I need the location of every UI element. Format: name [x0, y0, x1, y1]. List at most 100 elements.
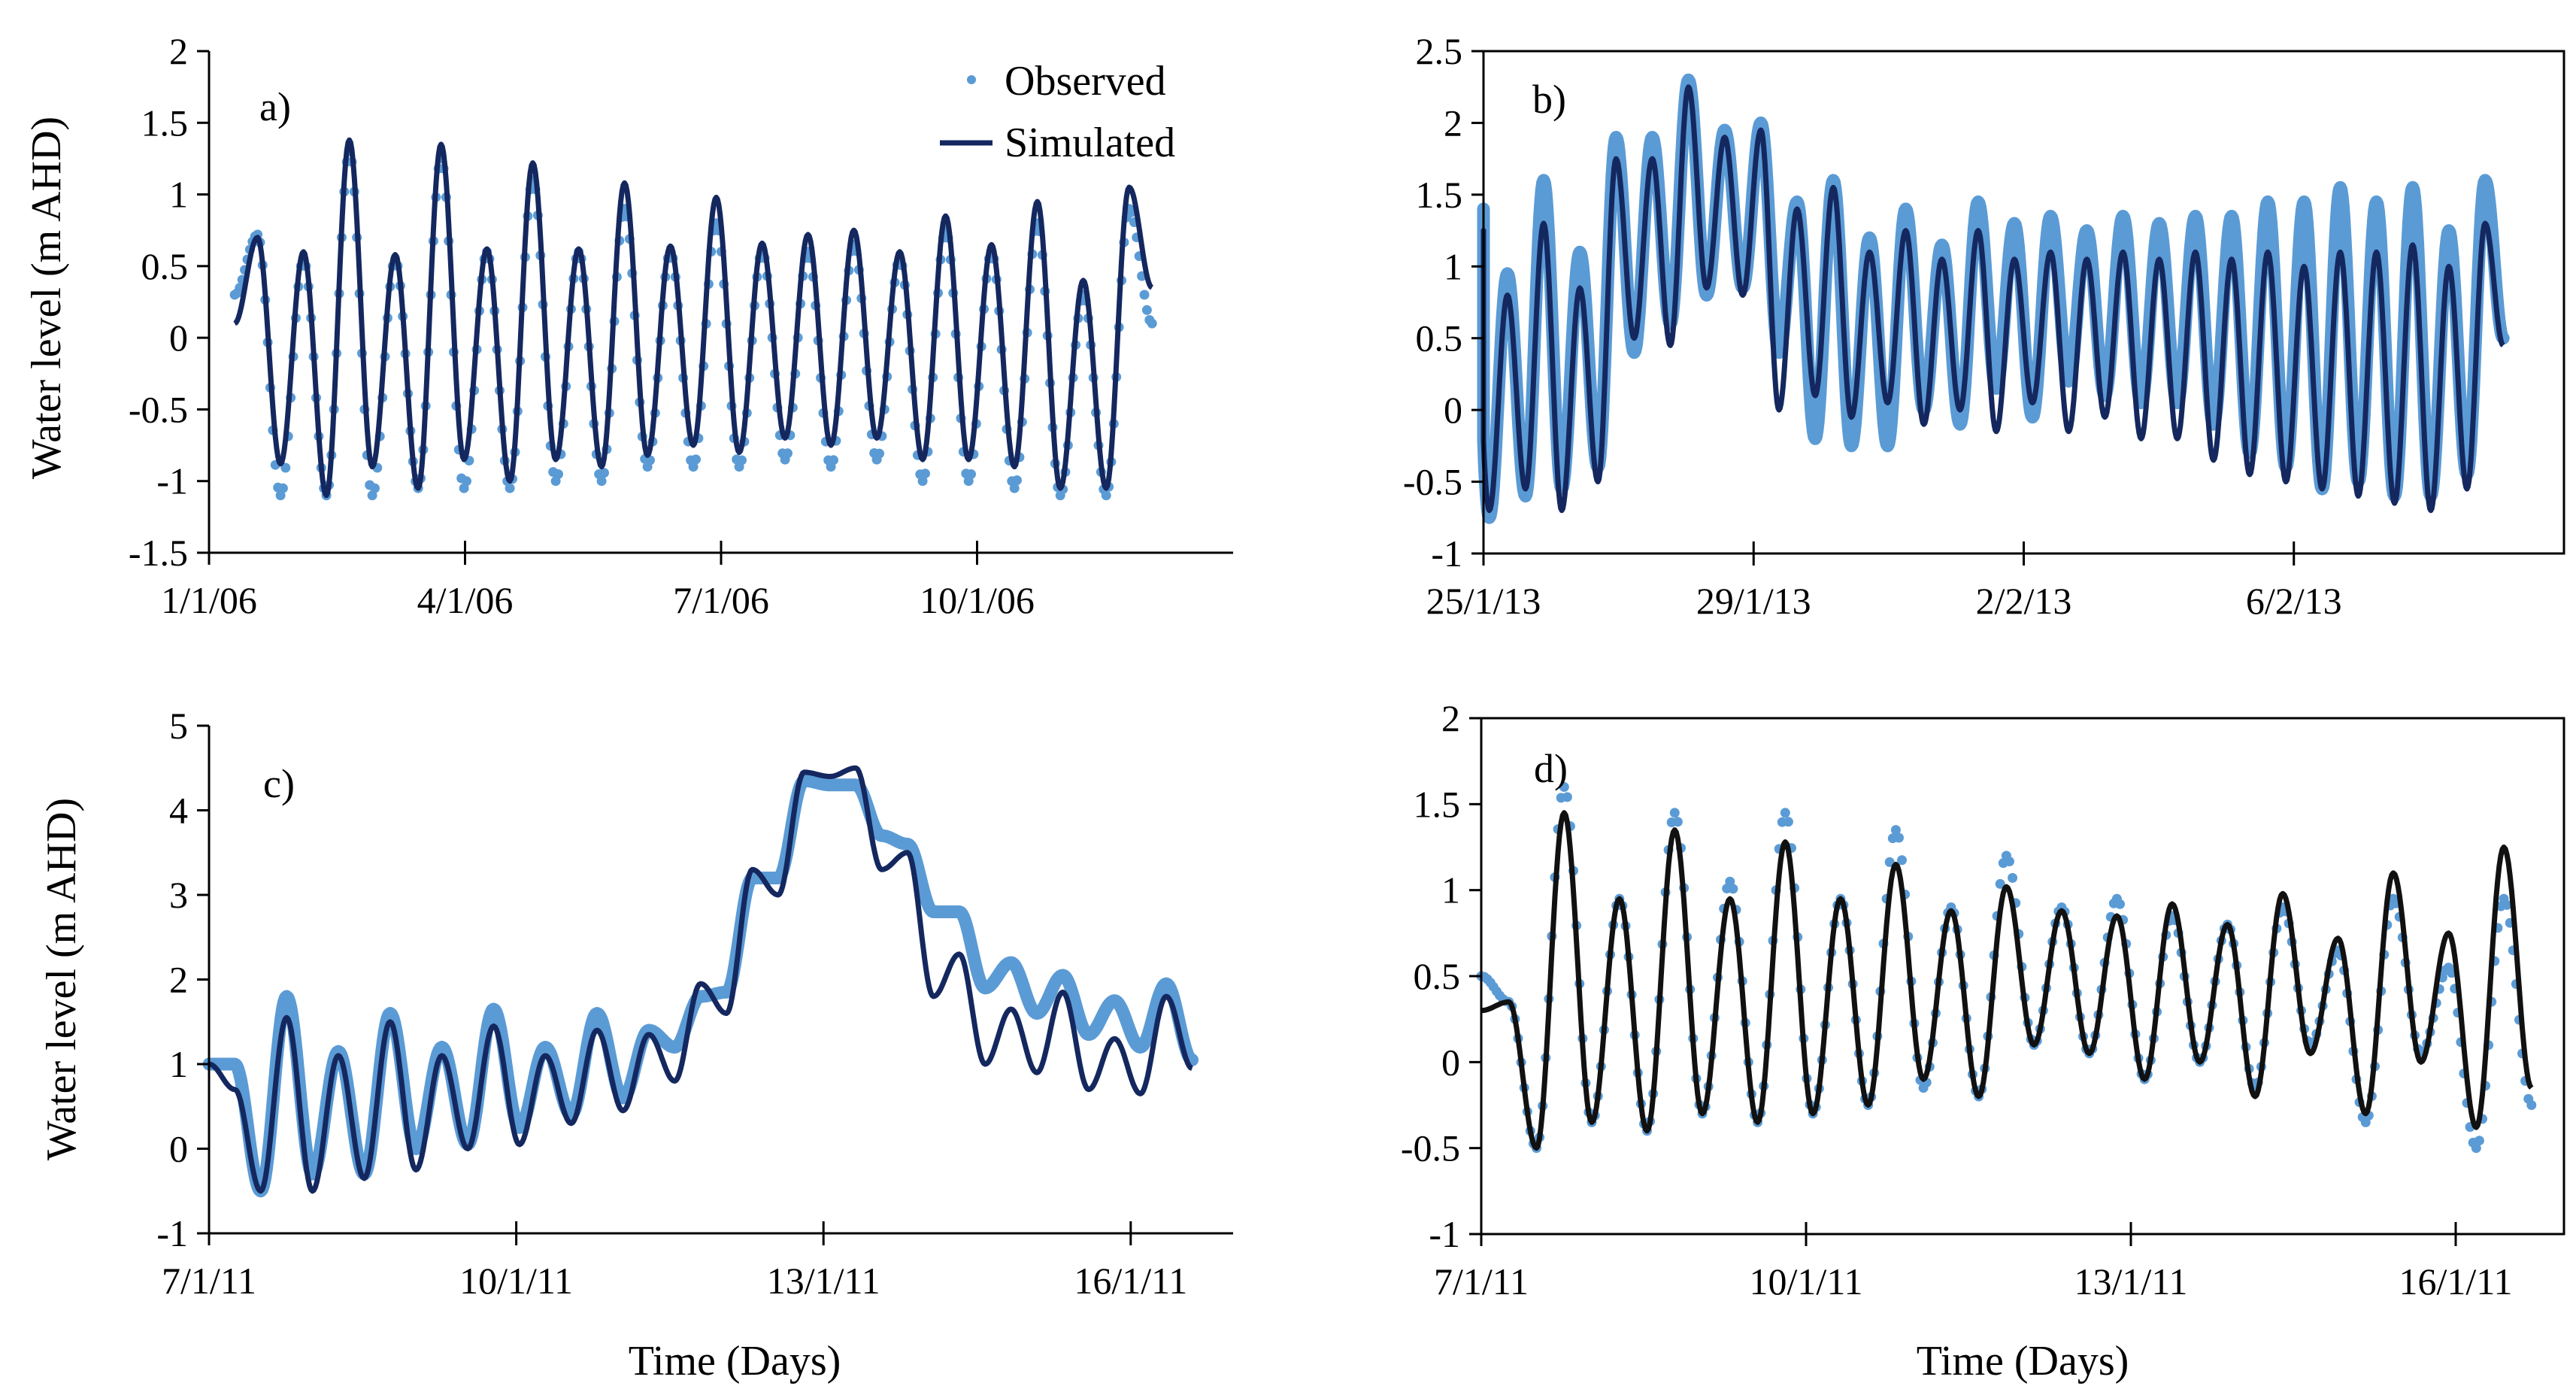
observed-point	[1897, 855, 1907, 866]
simulated-line-b	[1480, 84, 2505, 514]
observed-point	[553, 469, 563, 479]
observed-series-a	[229, 146, 1157, 501]
observed-point	[688, 462, 699, 472]
observed-point	[2471, 1143, 2481, 1154]
y-tick-label: -0.5	[1401, 1127, 1460, 1169]
y-tick-label: 2	[1444, 102, 1462, 144]
observed-point	[505, 483, 515, 493]
observed-point	[966, 469, 976, 479]
observed-point	[874, 448, 884, 459]
chart-panel-b: 2.5 2 1.5 1 0.5 0 -0.5 -1 25/1/13 29/1/13 2/2/13 6/…	[1403, 30, 2565, 622]
observed-point	[2474, 1136, 2484, 1146]
observed-point	[1995, 878, 2005, 889]
simulated-series-a	[233, 137, 1153, 499]
y-tick-label: 1	[1444, 245, 1462, 287]
chart-panel-d: 2 1.5 1 0.5 0 -0.5 -1 7/1/11 10/1/11 13/1/11 16/1/…	[1401, 697, 2565, 1384]
observed-point	[1562, 792, 1572, 802]
observed-point	[1890, 825, 1901, 835]
observed-point	[2008, 872, 2018, 883]
y-tick-label: -1	[1429, 1213, 1460, 1255]
chart-panel-a: 2 1.5 1 0.5 0 -0.5 -1 -1.5 1/1/06 4/1/06 7/1/06 10/…	[23, 30, 1233, 621]
simulated-series-d	[1480, 810, 2534, 1151]
x-tick-label: 7/1/11	[162, 1260, 256, 1302]
x-tick-label: 16/1/11	[1074, 1260, 1187, 1302]
simulated-series-b	[1480, 84, 2505, 514]
x-tick-label: 25/1/13	[1426, 580, 1541, 622]
y-tick-label: 2.5	[1416, 30, 1463, 72]
legend: Observed Simulated	[940, 58, 1175, 166]
x-tick-label: 13/1/11	[2074, 1260, 2188, 1303]
simulated-line-d	[1480, 810, 2534, 1151]
y-tick-label: 0	[1441, 1041, 1460, 1083]
y-tick-label: -1	[1431, 532, 1462, 575]
simulated-series-c	[208, 765, 1194, 1194]
x-axis-title-d: Time (Days)	[1917, 1338, 2129, 1384]
observed-point	[2115, 899, 2125, 909]
axes-a: 2 1.5 1 0.5 0 -0.5 -1 -1.5 1/1/06 4/1/06 7/1/06 10/…	[129, 30, 1233, 621]
y-tick-label: -1.5	[129, 532, 188, 574]
x-tick-label: 10/1/11	[1750, 1260, 1863, 1303]
legend-simulated-label: Simulated	[1005, 120, 1175, 166]
observed-point	[783, 448, 792, 459]
simulated-line-a	[233, 137, 1153, 499]
observed-point	[1672, 817, 1683, 827]
x-tick-label: 4/1/06	[417, 579, 514, 621]
x-tick-label: 10/1/11	[459, 1260, 573, 1302]
y-tick-label: 1.5	[141, 102, 189, 144]
y-tick-label: 1.5	[1414, 783, 1461, 825]
x-tick-label: 7/1/11	[1434, 1260, 1529, 1303]
observed-point	[1141, 305, 1152, 315]
x-tick-label: 13/1/11	[767, 1260, 880, 1302]
observed-point	[1101, 490, 1111, 501]
chart-panel-c: 5 4 3 2 1 0 -1 7/1/11 10/1/11 13/1/11 16/1/11 c) W…	[38, 705, 1233, 1384]
axes-b: 2.5 2 1.5 1 0.5 0 -0.5 -1 25/1/13 29/1/13 2/2/13 6/…	[1403, 30, 2564, 622]
x-tick-label: 1/1/06	[161, 579, 257, 621]
observed-point	[1783, 817, 1793, 827]
observed-point	[829, 455, 838, 466]
y-tick-label: 5	[169, 705, 188, 747]
observed-point	[280, 462, 291, 473]
observed-point	[737, 455, 747, 466]
x-axis-title-c: Time (Days)	[629, 1338, 841, 1384]
observed-point	[1728, 884, 1738, 894]
y-axis-title-c: Water level (m AHD)	[38, 798, 85, 1160]
observed-point	[277, 483, 288, 493]
y-tick-label: 0.5	[141, 245, 189, 287]
simulated-line-c	[208, 765, 1194, 1194]
y-tick-label: 1	[1441, 869, 1460, 911]
y-tick-label: 2	[1441, 697, 1460, 739]
observed-point	[1894, 832, 1904, 843]
panel-label-d: d)	[1534, 746, 1568, 791]
y-tick-label: 4	[169, 790, 188, 832]
axes-c: 5 4 3 2 1 0 -1 7/1/11 10/1/11 13/1/11 16/1/11	[156, 705, 1233, 1302]
observed-point	[1559, 782, 1569, 792]
y-tick-label: -1	[156, 1212, 188, 1254]
y-tick-label: 1	[169, 1043, 188, 1085]
y-tick-label: 3	[169, 874, 188, 916]
y-tick-label: 0.5	[1414, 955, 1461, 997]
observed-point	[1009, 483, 1020, 493]
y-tick-label: 2	[169, 959, 188, 1001]
y-tick-label: -0.5	[129, 388, 188, 430]
x-tick-label: 2/2/13	[1976, 580, 2072, 622]
observed-point	[691, 454, 701, 465]
observed-point	[1139, 290, 1150, 300]
panel-label-a: a)	[259, 84, 291, 129]
y-tick-label: 1.5	[1416, 174, 1463, 216]
observed-point	[1147, 318, 1157, 329]
x-tick-label: 7/1/06	[673, 579, 769, 621]
observed-point	[462, 476, 471, 487]
observed-point	[1012, 475, 1022, 486]
y-tick-label: -1	[156, 460, 188, 502]
y-axis-title-a: Water level (m AHD)	[23, 117, 70, 479]
y-tick-label: 0	[1444, 389, 1462, 431]
observed-point	[2502, 899, 2512, 910]
y-tick-label: -0.5	[1403, 461, 1462, 503]
panel-label-c: c)	[263, 761, 295, 806]
observed-point	[917, 476, 928, 487]
observed-point	[370, 483, 380, 493]
observed-point	[599, 468, 609, 478]
y-tick-label: 0	[169, 317, 188, 359]
observed-point	[596, 476, 607, 487]
x-tick-label: 29/1/13	[1696, 580, 1811, 622]
